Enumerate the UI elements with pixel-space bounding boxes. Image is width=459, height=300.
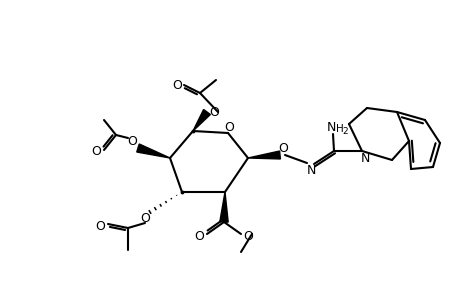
Text: O: O <box>242 230 252 242</box>
Text: N: N <box>325 121 335 134</box>
Text: O: O <box>194 230 203 242</box>
Text: O: O <box>140 212 150 226</box>
Text: O: O <box>127 134 137 148</box>
Text: O: O <box>172 79 182 92</box>
Text: 2: 2 <box>341 127 347 136</box>
Text: O: O <box>224 121 234 134</box>
Text: N: N <box>359 152 369 164</box>
Text: N: N <box>306 164 315 176</box>
Text: O: O <box>208 106 218 118</box>
Text: O: O <box>277 142 287 154</box>
Polygon shape <box>193 110 210 131</box>
Text: O: O <box>91 145 101 158</box>
Polygon shape <box>247 151 280 159</box>
Text: O: O <box>95 220 105 232</box>
Text: H: H <box>336 124 343 134</box>
Polygon shape <box>219 192 228 222</box>
Polygon shape <box>136 144 170 158</box>
